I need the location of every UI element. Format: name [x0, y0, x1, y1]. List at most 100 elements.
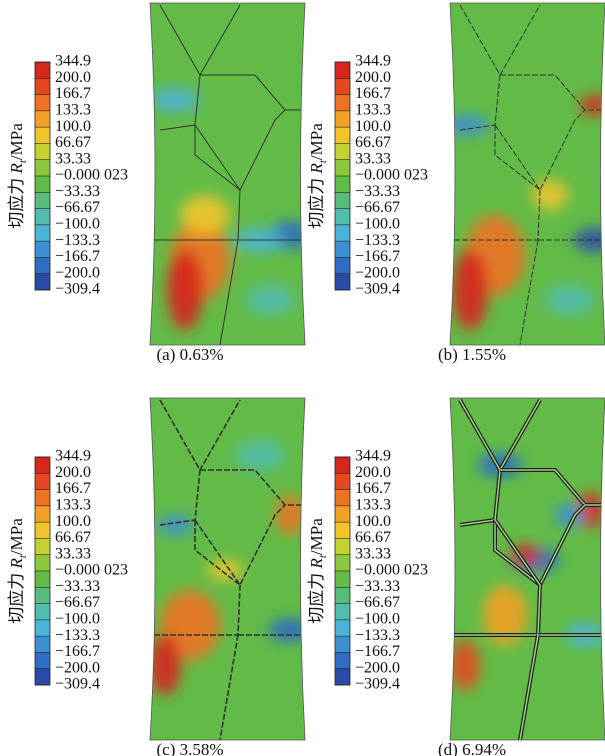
colorbar-band	[35, 143, 50, 159]
colorbar-label: 切应力 Rt/MPa	[307, 123, 329, 229]
stress-blob	[440, 115, 490, 135]
colorbar-band	[335, 78, 350, 94]
colorbar-tick-label: −66.67	[55, 199, 100, 216]
colorbar-band	[35, 522, 50, 538]
colorbar-band	[35, 636, 50, 652]
label-unit: /MPa	[307, 518, 326, 555]
stress-blob	[235, 440, 285, 470]
colorbar-band	[35, 257, 50, 273]
colorbar-tick-label: −33.33	[355, 578, 400, 595]
colorbar-tick-label: −133.3	[55, 232, 100, 249]
colorbar-band	[335, 669, 350, 685]
label-unit: /MPa	[307, 123, 326, 160]
colorbar-band	[335, 604, 350, 620]
colorbar-band	[335, 62, 350, 78]
colorbar-band	[35, 274, 50, 290]
stress-blob	[167, 250, 203, 330]
colorbar-tick-label: −200.0	[355, 264, 400, 281]
colorbar-tick-label: −133.3	[355, 232, 400, 249]
colorbar-tick-label: −100.0	[355, 611, 400, 628]
colorbar-tick-label: −166.7	[55, 643, 100, 660]
colorbar-tick-label: −133.3	[355, 627, 400, 644]
label-prefix: 切应力	[7, 174, 26, 229]
label-unit: /MPa	[7, 123, 26, 160]
colorbar-tick-label: −33.33	[355, 183, 400, 200]
label-symbol: R	[7, 163, 26, 175]
colorbar-tick-label: −33.33	[55, 578, 100, 595]
colorbar-band	[35, 669, 50, 685]
colorbar-band	[35, 473, 50, 489]
colorbar-tick-label: −66.67	[355, 594, 400, 611]
colorbar-band	[335, 209, 350, 225]
colorbar-tick-label: 200.0	[55, 69, 91, 86]
colorbar-tick-label: 200.0	[355, 69, 391, 86]
colorbar-band	[35, 652, 50, 668]
panel-caption: (d) 6.94%	[438, 740, 506, 756]
colorbar-band	[335, 587, 350, 603]
colorbar-band	[35, 127, 50, 143]
colorbar-band	[335, 522, 350, 538]
colorbar-band	[335, 241, 350, 257]
colorbar-tick-label: 166.7	[355, 480, 391, 497]
colorbar-band	[35, 571, 50, 587]
colorbar-band	[335, 225, 350, 241]
colorbar-tick-label: −66.67	[355, 199, 400, 216]
colorbar-tick-label: −309.4	[355, 676, 400, 693]
colorbar-tick-label: 166.7	[55, 480, 91, 497]
colorbar-band	[335, 176, 350, 192]
colorbar-tick-label: 66.67	[355, 134, 391, 151]
label-prefix: 切应力	[307, 569, 326, 624]
colorbar-band	[35, 620, 50, 636]
colorbar-band	[335, 636, 350, 652]
colorbar-band	[35, 241, 50, 257]
panel: 344.9200.0166.7133.3100.066.6733.33−0.00…	[7, 398, 312, 756]
colorbar-tick-label: −309.4	[355, 281, 400, 298]
colorbar-label: 切应力 Rt/MPa	[7, 123, 29, 229]
colorbar-band	[335, 571, 350, 587]
stress-blob	[545, 285, 595, 315]
colorbar-band	[335, 160, 350, 176]
label-unit: /MPa	[7, 518, 26, 555]
colorbar-tick-label: −0.000 023	[55, 562, 128, 579]
stress-blob	[180, 195, 230, 235]
colorbar-band	[35, 78, 50, 94]
colorbar-tick-label: −100.0	[55, 216, 100, 233]
colorbar-band	[35, 587, 50, 603]
colorbar-tick-label: 344.9	[55, 53, 91, 70]
colorbar-tick-label: −166.7	[355, 643, 400, 660]
stress-blob	[276, 495, 304, 535]
colorbar-band	[335, 457, 350, 473]
colorbar-tick-label: −133.3	[55, 627, 100, 644]
stress-blob	[452, 250, 488, 330]
colorbar-band	[335, 652, 350, 668]
colorbar-band	[35, 490, 50, 506]
label-prefix: 切应力	[7, 569, 26, 624]
colorbar-band	[335, 192, 350, 208]
colorbar-band	[35, 457, 50, 473]
label-prefix: 切应力	[307, 174, 326, 229]
colorbar-band	[35, 604, 50, 620]
specimen	[450, 398, 605, 740]
colorbar-band	[335, 490, 350, 506]
colorbar-tick-label: −200.0	[355, 659, 400, 676]
stress-blob	[245, 285, 295, 315]
colorbar-tick-label: −0.000 023	[355, 167, 428, 184]
colorbar-tick-label: 100.0	[55, 118, 91, 135]
colorbar-tick-label: −100.0	[355, 216, 400, 233]
colorbar-tick-label: 33.33	[355, 150, 391, 167]
specimen	[150, 3, 312, 345]
panel: 344.9200.0166.7133.3100.066.6733.33−0.00…	[7, 3, 312, 364]
colorbar-band	[35, 192, 50, 208]
colorbar-tick-label: −166.7	[355, 248, 400, 265]
figure: 344.9200.0166.7133.3100.066.6733.33−0.00…	[0, 0, 605, 756]
label-symbol: R	[307, 163, 326, 175]
specimen	[440, 3, 605, 345]
colorbar-band	[335, 127, 350, 143]
colorbar-band	[35, 95, 50, 111]
colorbar-tick-label: −0.000 023	[55, 167, 128, 184]
colorbar-tick-label: −309.4	[55, 676, 100, 693]
panel: 344.9200.0166.7133.3100.066.6733.33−0.00…	[307, 3, 605, 364]
colorbar-tick-label: −66.67	[55, 594, 100, 611]
colorbar-tick-label: 100.0	[55, 513, 91, 530]
colorbar-tick-label: −309.4	[55, 281, 100, 298]
